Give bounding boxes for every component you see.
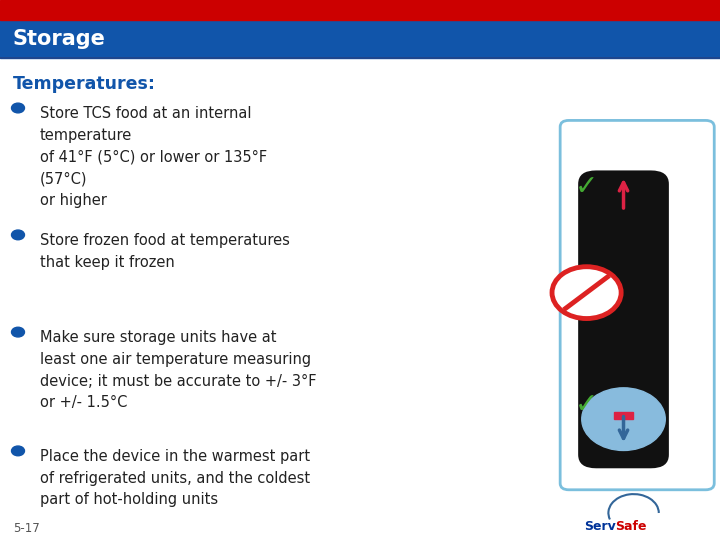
Circle shape [582, 388, 665, 450]
Circle shape [12, 327, 24, 337]
Text: 5°C: 5°C [657, 371, 676, 381]
Text: Store frozen food at temperatures
that keep it frozen: Store frozen food at temperatures that k… [40, 233, 289, 270]
Text: Serv: Serv [584, 520, 616, 533]
Bar [0, 0, 720, 20]
Text: Safe: Safe [616, 520, 647, 533]
Text: 57°C: 57°C [657, 260, 683, 270]
Circle shape [12, 446, 24, 456]
Text: Store TCS food at an internal
temperature
of 41°F (5°C) or lower or 135°F
(57°C): Store TCS food at an internal temperatur… [40, 106, 266, 208]
Text: 135: 135 [657, 247, 680, 256]
Bar [0, 20, 720, 58]
Circle shape [12, 230, 24, 240]
FancyBboxPatch shape [578, 171, 669, 468]
Text: ✓: ✓ [575, 173, 598, 201]
Circle shape [552, 267, 621, 319]
Text: 5-17: 5-17 [13, 522, 40, 535]
Circle shape [12, 103, 24, 113]
Text: Place the device in the warmest part
of refrigerated units, and the coldest
part: Place the device in the warmest part of … [40, 449, 310, 508]
Text: 41°F: 41°F [657, 357, 685, 368]
Text: Storage: Storage [13, 29, 106, 49]
Text: ✓: ✓ [575, 391, 598, 419]
Bar [614, 411, 633, 419]
FancyBboxPatch shape [560, 120, 714, 490]
Text: Temperatures:: Temperatures: [13, 75, 156, 93]
Text: Make sure storage units have at
least one air temperature measuring
device; it m: Make sure storage units have at least on… [40, 330, 316, 410]
